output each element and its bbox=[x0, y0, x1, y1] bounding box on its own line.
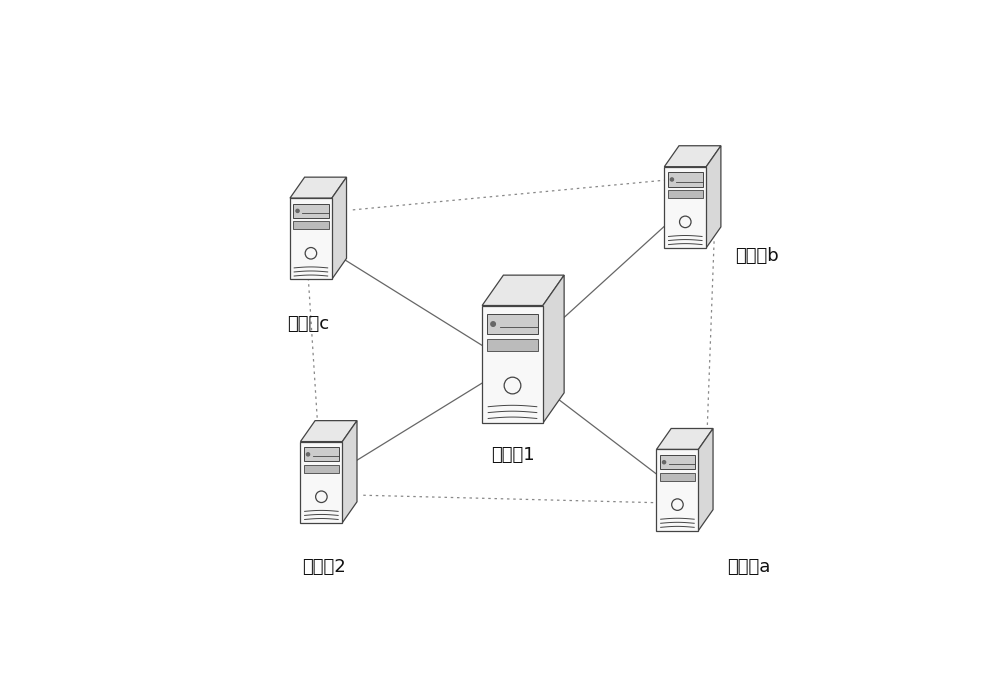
Polygon shape bbox=[664, 146, 721, 167]
Polygon shape bbox=[293, 204, 329, 218]
Polygon shape bbox=[290, 177, 347, 198]
Polygon shape bbox=[290, 198, 332, 279]
Polygon shape bbox=[668, 190, 703, 198]
Polygon shape bbox=[706, 146, 721, 248]
Polygon shape bbox=[668, 172, 703, 186]
Polygon shape bbox=[304, 447, 339, 462]
Circle shape bbox=[306, 453, 310, 456]
Polygon shape bbox=[300, 421, 357, 441]
Text: 服务器1: 服务器1 bbox=[491, 445, 534, 464]
Text: 服务器b: 服务器b bbox=[735, 247, 779, 265]
Polygon shape bbox=[482, 305, 543, 423]
Polygon shape bbox=[664, 167, 706, 248]
Polygon shape bbox=[342, 421, 357, 523]
Polygon shape bbox=[656, 428, 713, 449]
Polygon shape bbox=[660, 473, 695, 481]
Polygon shape bbox=[482, 275, 564, 305]
Polygon shape bbox=[304, 464, 339, 473]
Circle shape bbox=[670, 178, 673, 181]
Polygon shape bbox=[660, 455, 695, 469]
Polygon shape bbox=[487, 339, 538, 351]
Polygon shape bbox=[656, 449, 698, 530]
Circle shape bbox=[662, 460, 666, 464]
Polygon shape bbox=[293, 221, 329, 229]
Polygon shape bbox=[300, 441, 342, 523]
Circle shape bbox=[296, 209, 299, 212]
Text: 服务器c: 服务器c bbox=[287, 315, 329, 333]
Polygon shape bbox=[698, 428, 713, 530]
Polygon shape bbox=[332, 177, 347, 279]
Text: 服务器a: 服务器a bbox=[727, 558, 771, 576]
Circle shape bbox=[491, 322, 495, 326]
Polygon shape bbox=[543, 275, 564, 423]
Text: 服务器2: 服务器2 bbox=[302, 558, 346, 576]
Polygon shape bbox=[487, 313, 538, 335]
